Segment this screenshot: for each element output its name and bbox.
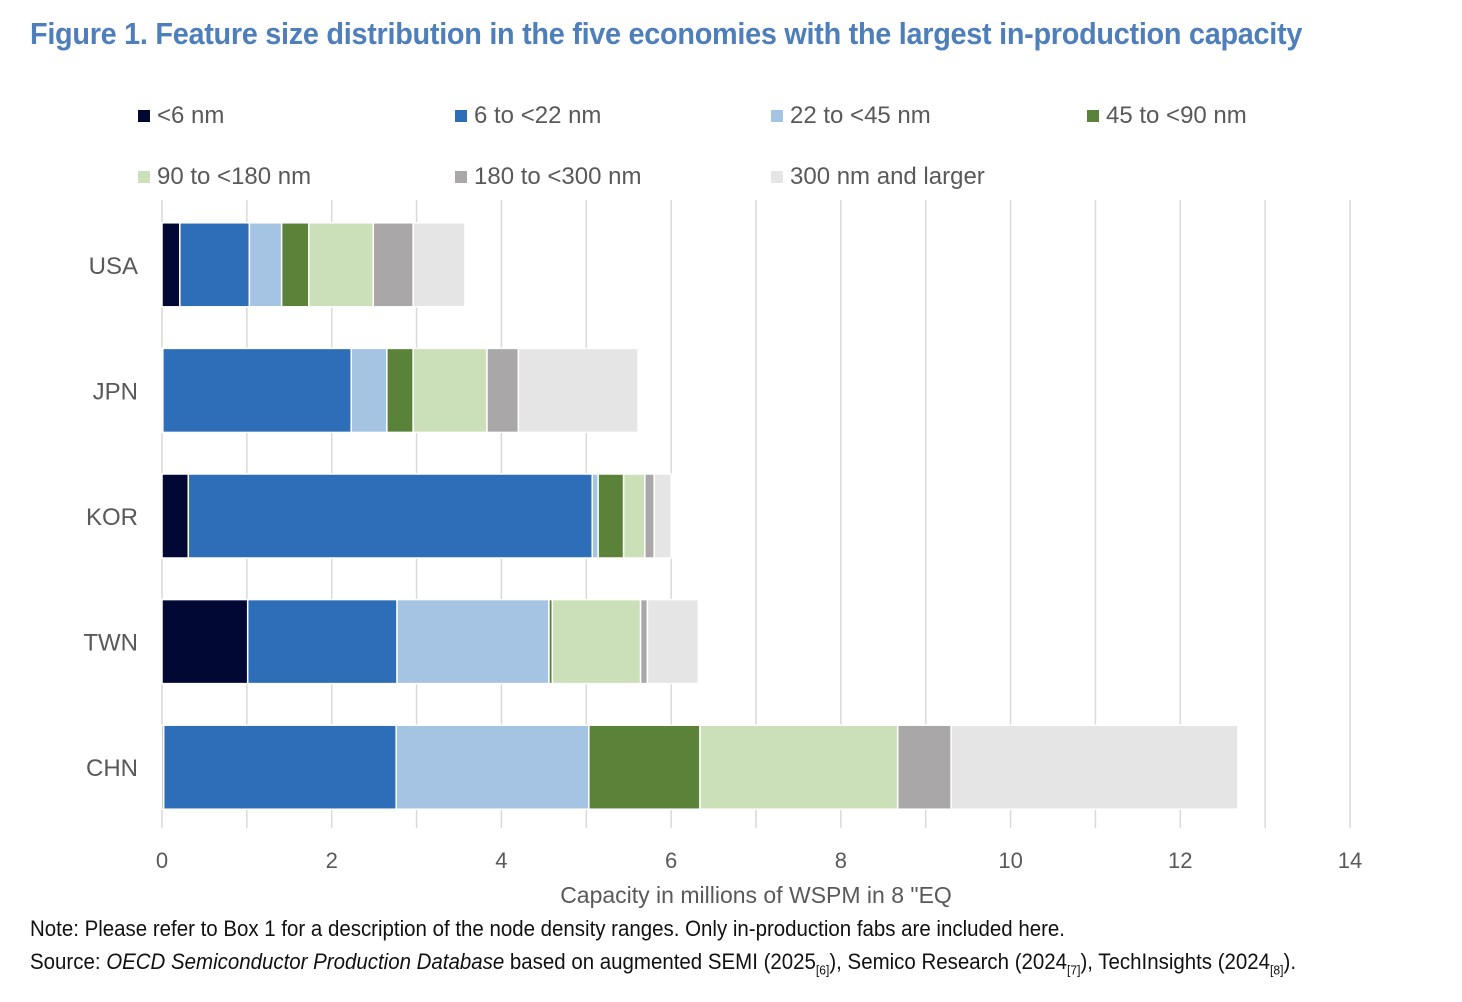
category-label: USA bbox=[89, 253, 138, 280]
bar-segment bbox=[597, 473, 625, 559]
bar-segment bbox=[591, 473, 599, 559]
legend-swatch bbox=[771, 171, 783, 183]
bar-segment bbox=[646, 598, 700, 685]
legend-label: 6 to <22 nm bbox=[474, 102, 602, 129]
source-text: ). bbox=[1283, 949, 1297, 974]
bar-segment bbox=[386, 347, 414, 434]
bar-segment bbox=[187, 473, 593, 559]
bar-segment bbox=[372, 222, 414, 308]
legend-item: <6 nm bbox=[138, 102, 224, 130]
x-tick-label: 10 bbox=[998, 848, 1022, 873]
legend-swatch bbox=[138, 110, 150, 122]
bar-segment bbox=[246, 598, 398, 685]
source-database: OECD Semiconductor Production Database bbox=[106, 949, 505, 974]
x-tick-label: 2 bbox=[326, 848, 338, 873]
source-ref: [6] bbox=[815, 962, 830, 978]
x-tick-label: 14 bbox=[1338, 848, 1362, 873]
bar-segment bbox=[950, 724, 1239, 810]
source-text: ), Semico Research (2024 bbox=[829, 949, 1068, 974]
category-label: KOR bbox=[86, 504, 138, 531]
chart-note: Note: Please refer to Box 1 for a descri… bbox=[30, 916, 1065, 941]
x-tick-label: 4 bbox=[495, 848, 507, 873]
bar-segment bbox=[896, 724, 952, 810]
bar-segment bbox=[486, 347, 520, 434]
bar-segment bbox=[412, 347, 488, 434]
category-label: JPN bbox=[93, 378, 138, 405]
source-ref: [7] bbox=[1067, 962, 1081, 978]
source-text: based on augmented SEMI (2025 bbox=[504, 949, 816, 974]
legend-item: 300 nm and larger bbox=[771, 163, 985, 191]
bar-segment bbox=[517, 347, 639, 434]
source-ref: [8] bbox=[1270, 962, 1284, 978]
bar-segment bbox=[644, 473, 655, 559]
bar-segment bbox=[639, 598, 649, 685]
bar-segment bbox=[161, 473, 190, 559]
x-axis-label: Capacity in millions of WSPM in 8 "EQ bbox=[560, 882, 952, 908]
legend-item: 6 to <22 nm bbox=[455, 102, 601, 130]
legend-label: 300 nm and larger bbox=[790, 163, 985, 190]
x-tick-label: 0 bbox=[156, 848, 168, 873]
bar-segment bbox=[653, 473, 672, 559]
x-tick-label: 6 bbox=[665, 848, 677, 873]
legend-swatch bbox=[455, 110, 467, 122]
x-tick-label: 8 bbox=[835, 848, 847, 873]
bar-segment bbox=[588, 724, 701, 810]
bar-segment bbox=[412, 222, 466, 308]
source-prefix: Source: bbox=[30, 949, 107, 974]
x-tick-label: 12 bbox=[1168, 848, 1192, 873]
legend-swatch bbox=[1087, 110, 1099, 122]
bar-segment bbox=[161, 598, 249, 685]
bar-segment bbox=[161, 222, 181, 308]
legend-item: 90 to <180 nm bbox=[138, 163, 311, 191]
bar-segment bbox=[551, 598, 642, 685]
category-label: TWN bbox=[83, 630, 138, 657]
legend-swatch bbox=[455, 171, 467, 183]
category-label: CHN bbox=[86, 755, 138, 782]
legend-label: <6 nm bbox=[157, 102, 225, 129]
bar-segment bbox=[308, 222, 375, 308]
legend-swatch bbox=[138, 171, 150, 183]
legend-label: 90 to <180 nm bbox=[157, 163, 312, 190]
source-text: ), TechInsights (2024 bbox=[1080, 949, 1271, 974]
legend-item: 45 to <90 nm bbox=[1087, 102, 1247, 130]
legend-label: 180 to <300 nm bbox=[474, 163, 642, 190]
chart-title: Figure 1. Feature size distribution in t… bbox=[30, 16, 1303, 51]
bar-segment bbox=[280, 222, 310, 308]
legend-swatch bbox=[771, 110, 783, 122]
legend-item: 22 to <45 nm bbox=[771, 102, 931, 130]
legend-label: 45 to <90 nm bbox=[1106, 102, 1247, 129]
bar-segment bbox=[699, 724, 899, 810]
bar-segment bbox=[350, 347, 388, 434]
bar-segment bbox=[396, 598, 550, 685]
bar-segment bbox=[248, 222, 283, 308]
legend-item: 180 to <300 nm bbox=[455, 163, 641, 191]
bar-segment bbox=[162, 347, 352, 434]
bar-segment bbox=[622, 473, 646, 559]
bar-segment bbox=[179, 222, 251, 308]
legend-label: 22 to <45 nm bbox=[790, 102, 931, 129]
bar-segment bbox=[162, 724, 397, 810]
bar-segment bbox=[395, 724, 590, 810]
chart-source: Source: OECD Semiconductor Production Da… bbox=[30, 949, 1296, 977]
